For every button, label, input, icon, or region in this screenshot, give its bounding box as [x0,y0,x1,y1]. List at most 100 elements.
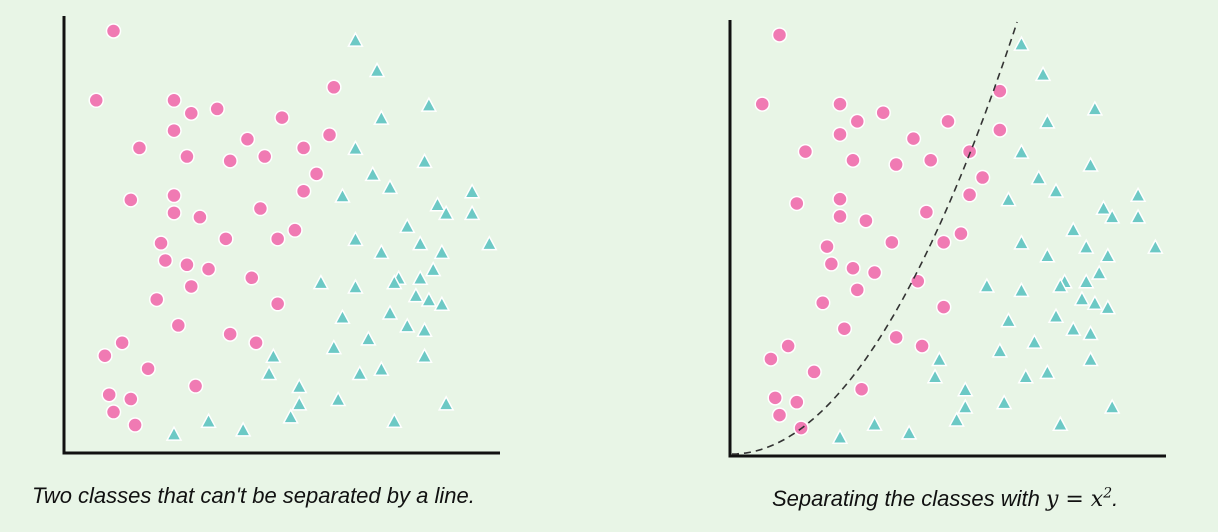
left-circle-point [200,261,217,277]
left-triangle-point [407,287,425,303]
left-circle-point [166,122,182,139]
left-points [88,23,498,441]
left-triangle-point [347,230,364,247]
right-axes [728,20,1166,458]
left-triangle-point [347,31,364,47]
right-circle-point [935,234,952,251]
right-triangle-point [1013,35,1030,51]
left-circle-point [105,404,122,420]
right-circle-point [771,407,788,423]
right-circle-point [767,390,783,406]
right-triangle-point [1034,65,1052,82]
left-triangle-point [424,261,442,277]
left-triangle-point [399,217,416,234]
right-circle-point [845,152,861,168]
right-triangle-point [1026,333,1043,349]
right-scatter-plot [728,20,1166,458]
left-circle-point [183,105,200,122]
left-triangle-point [381,304,399,320]
right-circle-point [866,264,883,281]
right-circle-point [953,225,969,242]
right-circle-point [836,320,853,337]
left-triangle-point [282,408,299,424]
right-circle-point [789,195,805,212]
left-triangle-point [260,364,278,381]
right-triangle-point [931,350,948,367]
right-circle-point [918,204,935,220]
right-circle-point [974,169,991,186]
right-circle-point [797,143,814,160]
right-circle-point [961,143,978,160]
right-circle-point [845,260,861,276]
left-circle-point [321,127,338,143]
left-circle-point [148,291,165,308]
right-triangle-point [926,368,944,384]
right-circle-point [780,338,796,354]
right-triangle-point [1047,307,1065,324]
right-triangle-point [1073,290,1091,306]
left-triangle-point [351,364,369,381]
left-triangle-point [411,235,429,251]
left-triangle-point [347,278,364,294]
right-triangle-point [978,277,996,293]
left-circle-point [123,391,139,407]
right-caption-prefix: Separating the classes with [772,486,1046,511]
right-triangle-point [1013,143,1030,159]
left-triangle-point [463,204,481,221]
right-triangle-point [1065,320,1082,336]
left-triangle-point [381,178,399,195]
right-triangle-point [1129,208,1147,224]
left-circle-point [218,231,234,247]
right-triangle-point [1103,208,1121,224]
left-circle-point [114,335,130,351]
left-circle-point [127,417,143,433]
right-circle-point [858,212,874,229]
left-circle-point [274,109,290,126]
right-triangle-point [1013,234,1030,250]
left-triangle-point [429,196,446,212]
left-circle-point [308,166,325,182]
right-triangle-point [1147,238,1164,254]
left-circle-point [192,209,208,225]
right-circle-point [935,299,952,315]
left-circle-point [166,187,182,204]
left-triangle-point [416,321,433,338]
right-circle-point [910,273,926,289]
left-triangle-point [481,235,498,251]
left-triangle-point [234,421,252,437]
left-circle-point [97,347,113,364]
right-triangle-point [1052,415,1069,432]
right-circle-point [853,381,870,397]
left-triangle-point [416,347,433,363]
left-triangle-point [420,291,438,307]
right-triangle-point [1103,398,1121,414]
right-triangle-point [1099,247,1117,263]
right-circle-point [819,238,835,255]
left-triangle-point [433,243,451,260]
right-circle-point [763,351,779,367]
right-circle-point [849,282,866,298]
right-triangle-point [1030,169,1047,185]
right-circle-point [789,394,805,410]
left-triangle-point [437,395,455,411]
left-triangle-point [386,412,403,428]
right-triangle-point [948,411,965,427]
right-triangle-point [1017,368,1035,384]
right-triangle-point [1099,299,1117,315]
left-triangle-point [329,390,347,407]
right-circle-point [992,122,1008,138]
right-triangle-point [1052,277,1069,293]
left-circle-point [295,183,312,199]
left-circle-point [183,278,200,295]
left-axes [62,16,500,455]
left-circle-point [244,270,260,286]
right-triangle-point [1090,264,1108,280]
right-caption: Separating the classes with y = x2. [772,486,1118,512]
right-triangle-point [1095,199,1112,216]
left-triangle-point [347,139,364,156]
right-circle-point [940,113,956,130]
left-circle-point [179,257,195,273]
right-triangle-point [995,394,1013,410]
right-triangle-point [1129,186,1147,203]
right-triangle-point [1077,238,1095,254]
